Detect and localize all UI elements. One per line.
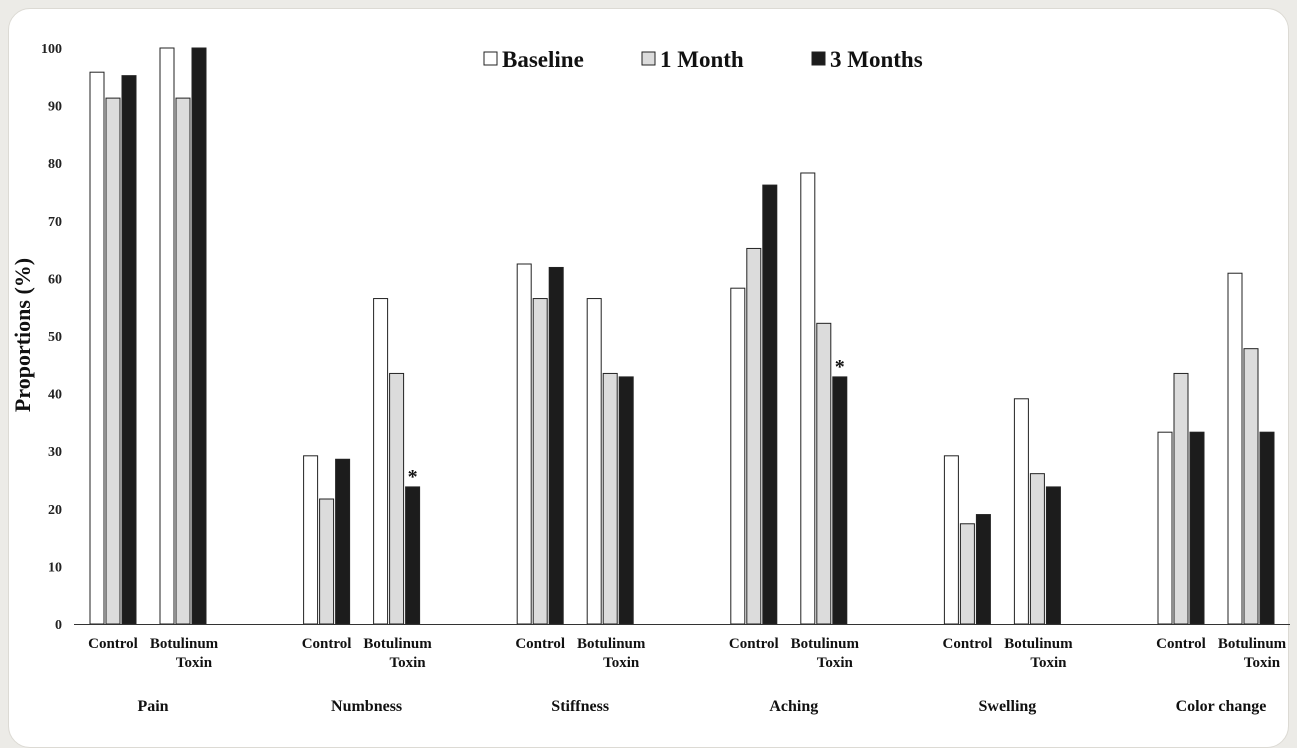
bar xyxy=(105,97,121,625)
bar xyxy=(1157,431,1173,625)
category-label: Numbness xyxy=(331,698,402,715)
y-tick-label: 60 xyxy=(48,272,62,287)
category-label: Stiffness xyxy=(551,698,609,715)
bar xyxy=(1189,431,1205,625)
bar xyxy=(1227,272,1243,625)
group-label: Toxin xyxy=(176,655,213,671)
bar xyxy=(373,298,389,625)
y-tick-label: 70 xyxy=(48,215,62,230)
y-tick-label: 80 xyxy=(48,157,62,172)
bar xyxy=(319,498,335,625)
bar xyxy=(516,263,532,625)
y-tick-label: 100 xyxy=(41,42,62,57)
bar xyxy=(1259,431,1275,625)
group-label: Toxin xyxy=(1244,655,1281,671)
category-label: Pain xyxy=(137,698,168,715)
group-label: Botulinum xyxy=(150,636,219,652)
bar xyxy=(959,523,975,625)
bar xyxy=(89,71,105,625)
legend-label: 1 Month xyxy=(660,47,744,72)
bar xyxy=(175,97,191,625)
legend-swatch xyxy=(641,51,656,66)
y-tick-label: 30 xyxy=(48,445,62,460)
bar xyxy=(121,75,137,625)
bar xyxy=(618,376,634,625)
group-label: Toxin xyxy=(390,655,427,671)
bar xyxy=(335,458,351,625)
group-label: Toxin xyxy=(1030,655,1067,671)
legend-swatch xyxy=(483,51,498,66)
legend-swatch xyxy=(811,51,826,66)
group-label: Control xyxy=(729,636,779,652)
significance-marker: * xyxy=(408,466,418,488)
legend-label: 3 Months xyxy=(830,47,923,72)
bar xyxy=(1173,372,1189,625)
group-label: Control xyxy=(515,636,565,652)
group-label: Botulinum xyxy=(577,636,646,652)
group-label: Botulinum xyxy=(791,636,860,652)
group-label: Botulinum xyxy=(363,636,432,652)
group-label: Toxin xyxy=(603,655,640,671)
y-tick-label: 10 xyxy=(48,560,62,575)
bar xyxy=(975,514,991,625)
bar xyxy=(800,172,816,625)
bar xyxy=(191,47,207,625)
bar xyxy=(746,247,762,625)
y-tick-label: 40 xyxy=(48,388,62,403)
bar xyxy=(1243,348,1259,625)
group-label: Toxin xyxy=(817,655,854,671)
bar xyxy=(532,298,548,625)
group-label: Botulinum xyxy=(1004,636,1073,652)
bar xyxy=(1045,486,1061,625)
bar xyxy=(943,455,959,625)
category-label: Aching xyxy=(769,698,818,715)
bar xyxy=(548,266,564,625)
group-label: Control xyxy=(1156,636,1206,652)
bar xyxy=(1013,398,1029,625)
category-label: Color change xyxy=(1176,698,1267,715)
y-tick-label: 50 xyxy=(48,330,62,345)
category-label: Swelling xyxy=(979,698,1037,715)
y-tick-label: 90 xyxy=(48,100,62,115)
y-axis-label: Proportions (%) xyxy=(10,258,35,412)
group-label: Control xyxy=(88,636,138,652)
significance-marker: * xyxy=(835,356,845,378)
bar xyxy=(832,376,848,625)
bar xyxy=(762,184,778,625)
y-tick-label: 20 xyxy=(48,503,62,518)
bar xyxy=(586,298,602,625)
bar xyxy=(602,372,618,625)
y-tick-label: 0 xyxy=(55,618,62,633)
bar xyxy=(303,455,319,625)
bar xyxy=(1029,473,1045,625)
legend-label: Baseline xyxy=(502,47,584,72)
bar xyxy=(730,287,746,625)
bar xyxy=(389,372,405,625)
bar xyxy=(159,47,175,625)
group-label: Control xyxy=(302,636,352,652)
bar xyxy=(405,486,421,625)
group-label: Botulinum xyxy=(1218,636,1287,652)
bar xyxy=(816,322,832,625)
group-label: Control xyxy=(943,636,993,652)
